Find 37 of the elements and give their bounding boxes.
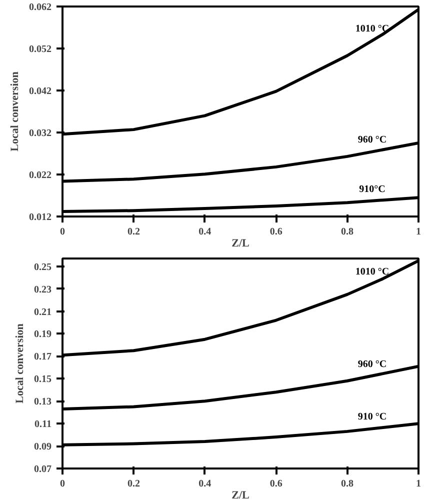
y-tick-label: 0.11 (34, 419, 52, 430)
series-label: 910 °C (358, 412, 387, 423)
y-tick-label: 0.042 (29, 86, 52, 97)
y-axis-title: Local conversion (14, 324, 26, 404)
y-tick-label: 0.13 (34, 396, 52, 408)
y-tick-label: 0.21 (34, 306, 52, 318)
x-axis-title: Z/L (232, 490, 250, 502)
y-tick-label: 0.032 (29, 128, 52, 139)
x-tick-label: 0.2 (127, 478, 140, 490)
y-tick-label: 0.19 (34, 329, 52, 340)
series-label: 910°C (359, 184, 386, 195)
x-tick-label: 0.8 (341, 478, 354, 490)
x-tick-label: 0 (60, 226, 65, 238)
y-tick-label: 0.25 (34, 262, 52, 273)
y-tick-label: 0.012 (29, 212, 52, 223)
y-tick-label: 0.15 (34, 374, 52, 386)
x-tick-label: 0.4 (198, 478, 212, 490)
y-tick-label: 0.09 (34, 442, 52, 453)
x-axis-title: Z/L (232, 238, 250, 250)
x-tick-label: 0.6 (270, 478, 282, 490)
x-tick-label: 0.8 (341, 226, 354, 238)
series-label: 960 °C (358, 134, 387, 146)
x-tick-label: 0.2 (127, 226, 140, 238)
series-label: 1010 °C (355, 266, 390, 278)
y-tick-label: 0.062 (29, 2, 52, 13)
x-tick-label: 1 (416, 478, 421, 490)
y-tick-label: 0.07 (34, 464, 52, 475)
x-tick-label: 0.4 (198, 226, 212, 238)
y-tick-label: 0.052 (29, 44, 52, 55)
y-axis-title: Local conversion (9, 72, 21, 152)
y-tick-label: 0.17 (34, 352, 52, 363)
series-label: 960 °C (358, 358, 387, 370)
x-tick-label: 0.6 (270, 226, 282, 238)
y-tick-label: 0.022 (29, 170, 52, 181)
x-tick-label: 1 (416, 226, 421, 238)
x-tick-label: 0 (60, 478, 65, 490)
y-tick-label: 0.23 (34, 284, 52, 296)
